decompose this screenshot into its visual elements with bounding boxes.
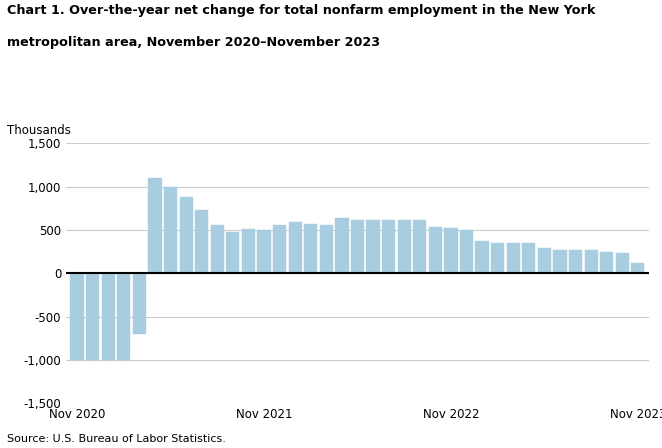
Bar: [273, 225, 286, 273]
Bar: [258, 229, 271, 273]
Bar: [211, 225, 224, 273]
Bar: [335, 218, 348, 273]
Bar: [522, 243, 536, 273]
Bar: [351, 220, 364, 273]
Text: Source: U.S. Bureau of Labor Statistics.: Source: U.S. Bureau of Labor Statistics.: [7, 434, 226, 444]
Bar: [475, 241, 489, 273]
Bar: [538, 248, 551, 273]
Bar: [148, 178, 162, 273]
Text: Thousands: Thousands: [7, 124, 70, 137]
Bar: [413, 220, 426, 273]
Bar: [289, 222, 302, 273]
Bar: [429, 227, 442, 273]
Bar: [616, 254, 629, 273]
Bar: [569, 250, 582, 273]
Bar: [553, 250, 567, 273]
Bar: [632, 263, 645, 273]
Bar: [382, 220, 395, 273]
Bar: [102, 273, 115, 360]
Bar: [242, 229, 255, 273]
Bar: [320, 225, 333, 273]
Bar: [133, 273, 146, 334]
Bar: [86, 273, 99, 360]
Bar: [398, 220, 411, 273]
Bar: [460, 229, 473, 273]
Bar: [226, 232, 240, 273]
Bar: [600, 252, 613, 273]
Bar: [444, 228, 457, 273]
Bar: [195, 211, 209, 273]
Bar: [179, 198, 193, 273]
Bar: [304, 224, 317, 273]
Bar: [506, 243, 520, 273]
Bar: [367, 220, 380, 273]
Bar: [164, 187, 177, 273]
Text: metropolitan area, November 2020–November 2023: metropolitan area, November 2020–Novembe…: [7, 36, 380, 49]
Bar: [70, 273, 83, 360]
Bar: [585, 250, 598, 273]
Bar: [491, 243, 504, 273]
Bar: [117, 273, 130, 360]
Text: Chart 1. Over-the-year net change for total nonfarm employment in the New York: Chart 1. Over-the-year net change for to…: [7, 4, 595, 17]
